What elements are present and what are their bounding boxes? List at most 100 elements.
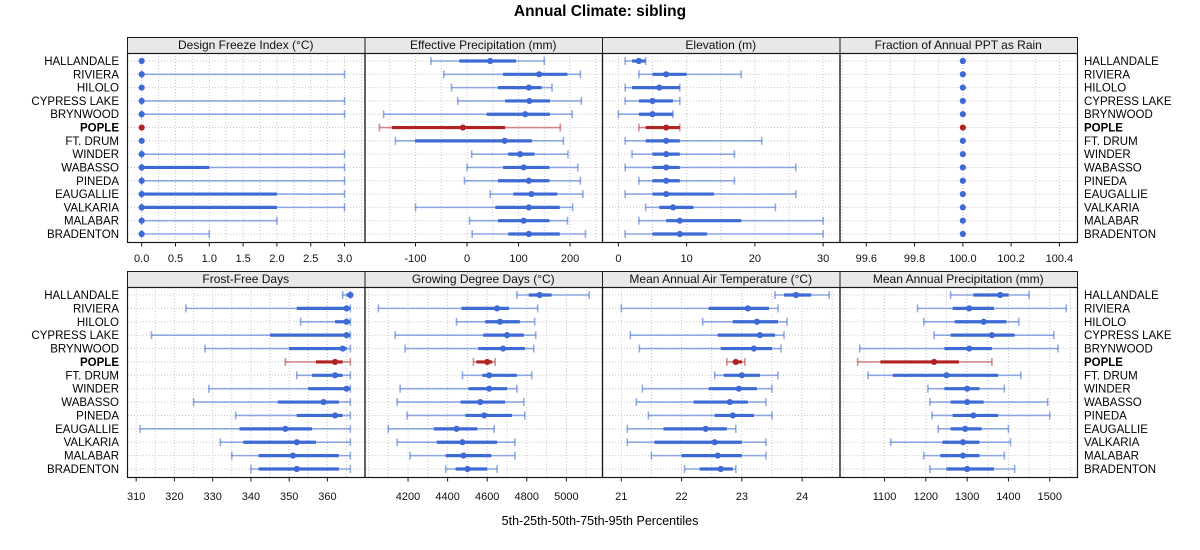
category-label-right: CYPRESS LAKE (1084, 330, 1172, 342)
median-dot (649, 97, 656, 105)
median-dot (138, 137, 145, 144)
median-dot (522, 111, 529, 118)
axis-tick-label: 4600 (475, 491, 499, 503)
median-dot (663, 124, 670, 131)
series-row (516, 291, 590, 299)
median-dot (138, 177, 145, 184)
series-row (624, 190, 797, 199)
series-row (626, 424, 737, 433)
median-dot (343, 332, 350, 339)
axis-tick-label: 100.0 (949, 253, 977, 265)
median-dot (138, 151, 145, 158)
median-dot (970, 412, 977, 419)
panel-strip-label: Frost-Free Days (202, 272, 289, 286)
median-dot (702, 425, 709, 432)
series-row (858, 344, 1059, 353)
median-dot (663, 151, 670, 158)
category-label-left: MALABAR (64, 216, 119, 228)
panel-effective-precipitation-mm: Effective Precipitation (mm) -100 0 100 200 (364, 37, 604, 265)
axis-tick-label: 22 (675, 491, 687, 503)
series-row-highlight (638, 123, 681, 132)
series-row (138, 110, 346, 119)
axis-tick-label: 24 (796, 491, 808, 503)
median-dot (663, 137, 670, 144)
category-label-left: PINEDA (76, 410, 119, 422)
series-row (394, 136, 565, 145)
median-dot (460, 452, 467, 459)
category-label-right: BRYNWOOD (1084, 109, 1153, 121)
median-dot (711, 439, 718, 446)
median-dot (964, 385, 971, 392)
category-label-left: POPLE (80, 357, 119, 369)
axis-tick-label: 340 (242, 491, 260, 503)
median-dot (320, 398, 327, 406)
median-dot (735, 385, 742, 392)
median-dot (959, 204, 966, 211)
series-row (230, 451, 352, 460)
series-row (377, 304, 539, 313)
category-label-left: EAUGALLIE (55, 424, 119, 436)
median-dot (528, 190, 535, 198)
median-dot (669, 204, 677, 211)
median-dot (459, 124, 467, 131)
category-label-right: FT. DRUM (1084, 370, 1138, 382)
series-row (959, 177, 966, 184)
panel-frost-free-days: Frost-Free Days 310 320 330 340 350 360 (126, 271, 366, 503)
series-row (387, 424, 495, 433)
series-row (139, 424, 352, 433)
median-dot (138, 57, 145, 65)
median-dot (499, 345, 507, 352)
median-dot (525, 230, 532, 238)
panel-strip-label: Growing Degree Days (°C) (412, 272, 555, 286)
series-row (250, 465, 352, 473)
series-row-highlight (378, 123, 562, 132)
category-label-right: FT. DRUM (1084, 136, 1138, 148)
category-label-left: WABASSO (61, 162, 119, 174)
median-dot (138, 124, 145, 131)
series-row (138, 230, 211, 238)
category-label-left: BRYNWOOD (50, 344, 119, 356)
median-dot (484, 358, 491, 366)
axis-tick-label: 2.0 (269, 253, 284, 265)
median-dot (536, 71, 543, 78)
series-row (396, 398, 525, 407)
category-label-right: RIVIERA (1084, 69, 1130, 81)
series-row (471, 230, 587, 238)
series-row (959, 111, 966, 118)
axis-tick-label: -100 (404, 253, 426, 265)
axis-tick-label: 4400 (435, 491, 459, 503)
median-dot (293, 439, 300, 446)
series-row (937, 424, 1010, 433)
series-row (889, 438, 1012, 447)
axis-tick-label: 0 (615, 253, 621, 265)
series-row (138, 216, 278, 225)
series-row (396, 438, 516, 447)
axis-tick-label: 5000 (554, 491, 578, 503)
median-dot (520, 164, 527, 171)
series-row (468, 216, 569, 225)
panel-border (126, 286, 366, 479)
median-dot (980, 318, 987, 325)
series-row (922, 317, 1020, 326)
series-row (929, 465, 1016, 473)
series-row (455, 317, 536, 326)
category-label-right: EAUGALLIE (1084, 189, 1148, 201)
median-dot (459, 439, 466, 446)
median-dot (138, 84, 145, 91)
panel-strip-label: Design Freeze Index (°C) (178, 38, 314, 52)
category-label-right: CYPRESS LAKE (1084, 96, 1172, 108)
series-row (959, 217, 966, 224)
category-label-left: EAUGALLIE (55, 189, 119, 201)
median-dot (289, 452, 297, 459)
series-row (296, 371, 352, 380)
median-dot (964, 465, 971, 473)
series-row (138, 203, 346, 212)
median-dot (494, 305, 501, 312)
category-label-left: POPLE (80, 123, 119, 135)
category-label-left: FT. DRUM (65, 136, 119, 148)
median-dot (959, 452, 967, 459)
category-label-right: POPLE (1084, 357, 1123, 369)
median-dot (138, 230, 145, 238)
median-dot (486, 372, 493, 379)
